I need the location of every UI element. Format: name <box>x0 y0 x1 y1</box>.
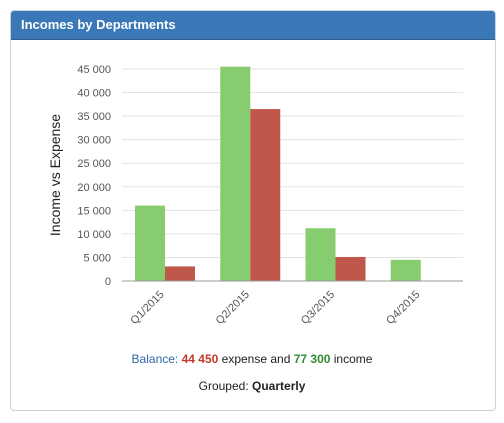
x-tick-label: Q4/2015 <box>384 289 422 327</box>
bar-series-1 <box>220 66 251 282</box>
y-tick-label: 35 000 <box>77 111 111 123</box>
panel-header: Incomes by Departments <box>11 11 495 40</box>
grouped-label: Grouped: <box>198 379 249 393</box>
bar-series-2 <box>250 109 281 282</box>
bar-series-2 <box>165 266 195 281</box>
bar-series-1 <box>305 228 336 281</box>
y-tick-label: 0 <box>105 276 111 288</box>
y-tick-label: 15 000 <box>77 205 111 217</box>
bar-series-1 <box>135 205 165 281</box>
income-total: 77 300 <box>293 352 331 366</box>
y-tick-label: 40 000 <box>77 88 111 100</box>
x-tick-label: Q1/2015 <box>128 289 166 327</box>
balance-label: Balance: <box>131 352 179 366</box>
grouped-value: Quarterly <box>252 379 306 393</box>
bar-chart: 0 5 000 10 000 15 000 20 000 25 000 30 000 35 0… <box>47 64 463 327</box>
income-text: income <box>333 352 373 366</box>
x-tick-label: Q2/2015 <box>214 289 252 327</box>
balance-summary: Balance: 44 450 expense and 77 300 incom… <box>0 352 504 366</box>
expense-total: 44 450 <box>181 352 219 366</box>
bar-series-1 <box>390 259 421 281</box>
y-tick-label: 10 000 <box>77 229 111 241</box>
x-tick-label: Q3/2015 <box>299 289 337 327</box>
y-tick-label: 45 000 <box>77 64 111 76</box>
grouping-summary: Grouped: Quarterly <box>0 379 504 393</box>
y-tick-label: 5 000 <box>83 252 111 264</box>
y-axis-label: Income vs Expense <box>47 114 63 236</box>
y-tick-label: 25 000 <box>77 158 111 170</box>
y-tick-label: 20 000 <box>77 182 111 194</box>
expense-text: expense and <box>221 352 291 366</box>
y-tick-label: 30 000 <box>77 135 111 147</box>
bar-series-2 <box>335 256 366 281</box>
panel-title: Incomes by Departments <box>21 17 176 32</box>
